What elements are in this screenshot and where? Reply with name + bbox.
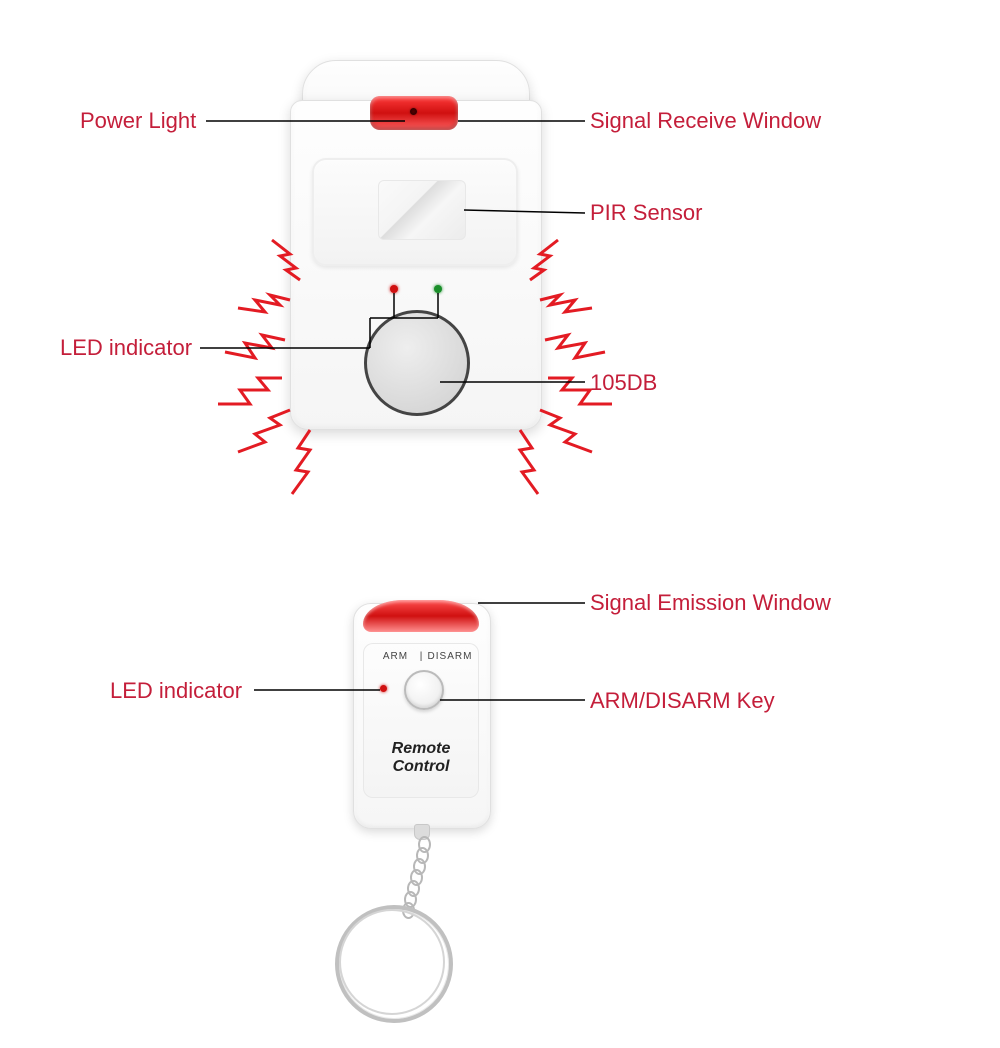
keyring-inner xyxy=(339,909,445,1015)
leader-lines-alarm xyxy=(0,0,1000,500)
leader-lines-remote xyxy=(0,550,1000,900)
